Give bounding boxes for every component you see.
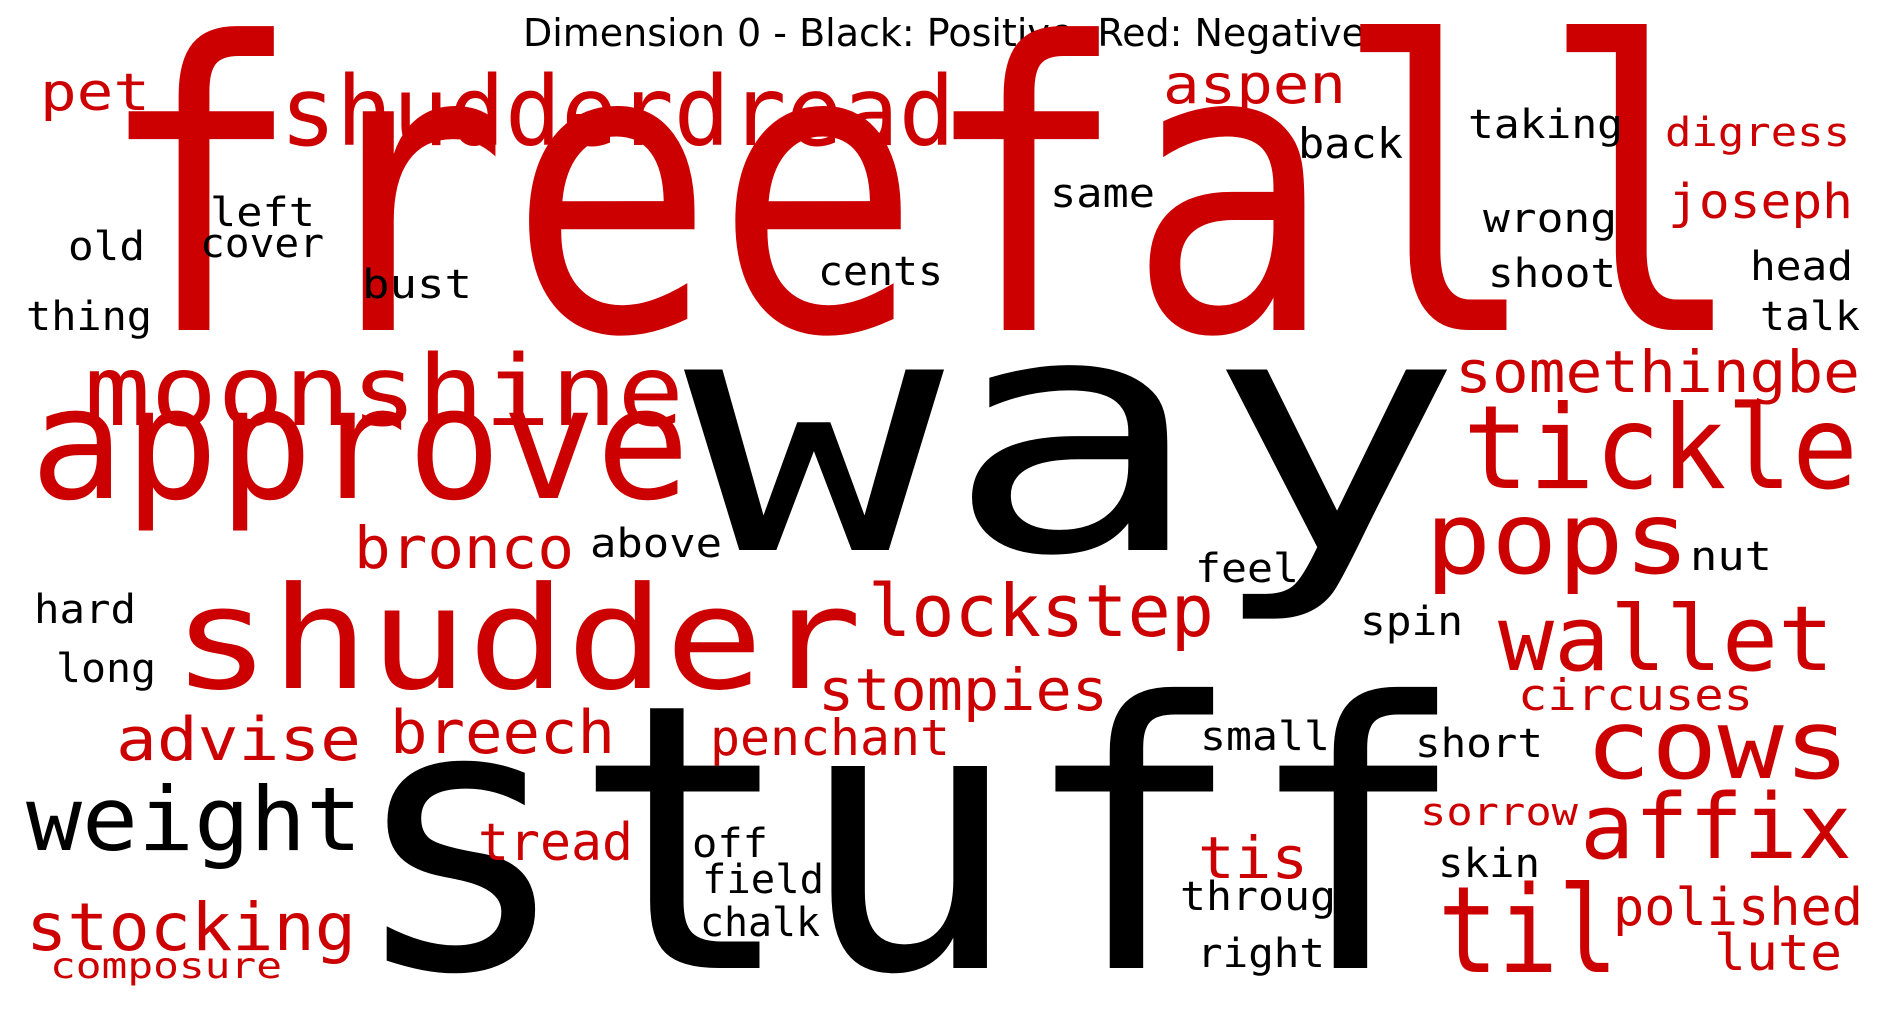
word-way: way <box>684 244 1464 628</box>
word-skin: skin <box>1438 841 1540 887</box>
word-shoot: shoot <box>1488 251 1616 297</box>
word-stompies: stompies <box>818 656 1108 724</box>
word-sorrow: sorrow <box>1420 790 1578 834</box>
word-moonshine: moonshine <box>84 335 684 449</box>
word-feel: feel <box>1195 546 1299 592</box>
word-off: off <box>692 821 768 867</box>
word-left: left <box>210 190 315 236</box>
figure-title: Dimension 0 - Black: Positive, Red: Nega… <box>522 11 1366 55</box>
word-breech: breech <box>390 698 615 768</box>
word-spin: spin <box>1360 599 1463 645</box>
word-back: back <box>1298 119 1403 168</box>
word-cents: cents <box>818 249 943 295</box>
word-tread: tread <box>478 813 633 873</box>
word-taking: taking <box>1468 102 1623 148</box>
word-aspen: aspen <box>1163 53 1346 116</box>
word-lockstep: lockstep <box>868 569 1214 653</box>
word-digress: digress <box>1665 110 1850 156</box>
word-small: small <box>1200 714 1330 760</box>
word-bust: bust <box>362 262 472 308</box>
word-tis: tis <box>1198 824 1308 892</box>
word-same: same <box>1050 171 1155 217</box>
word-tickle: tickle <box>1463 381 1858 516</box>
word-freefall: freefall <box>96 0 1746 425</box>
word-long: long <box>56 646 156 692</box>
word-joseph: joseph <box>1668 174 1853 230</box>
word-cows: cows <box>1585 689 1850 801</box>
word-short: short <box>1415 721 1543 767</box>
word-cover: cover <box>200 221 324 267</box>
word-approve: approve <box>30 353 690 535</box>
word-lute: lute <box>1714 924 1842 982</box>
word-affix: affix <box>1580 775 1852 880</box>
word-above: above <box>590 521 722 567</box>
word-shudder: shudder <box>172 557 862 722</box>
word-shudderdread: shudderdread <box>280 56 955 168</box>
word-composure: composure <box>50 946 282 987</box>
word-somethingbe: somethingbe <box>1455 338 1860 406</box>
word-chalk: chalk <box>700 900 820 946</box>
word-field: field <box>702 857 824 903</box>
word-wrong: wrong <box>1483 196 1617 242</box>
word-til: til <box>1438 862 1618 1001</box>
word-head: head <box>1750 244 1853 290</box>
word-pops: pops <box>1425 480 1690 597</box>
word-right: right <box>1197 931 1325 977</box>
word-advise: advise <box>116 705 361 775</box>
word-nut: nut <box>1690 534 1772 580</box>
word-stocking: stocking <box>26 889 356 966</box>
word-penchant: penchant <box>710 709 950 767</box>
word-talk: talk <box>1760 294 1860 340</box>
word-through: through <box>1180 874 1362 920</box>
word-wallet: wallet <box>1498 587 1834 692</box>
word-hard: hard <box>34 587 136 633</box>
word-stuff: stuff <box>348 626 1468 1010</box>
word-old: old <box>68 224 145 270</box>
word-bronco: bronco <box>354 514 574 582</box>
word-polished: polished <box>1613 878 1863 938</box>
word-pet: pet <box>40 63 150 123</box>
word-circuses: circuses <box>1518 670 1753 721</box>
word-thing: thing <box>26 294 152 340</box>
word-weight: weight <box>26 768 362 871</box>
